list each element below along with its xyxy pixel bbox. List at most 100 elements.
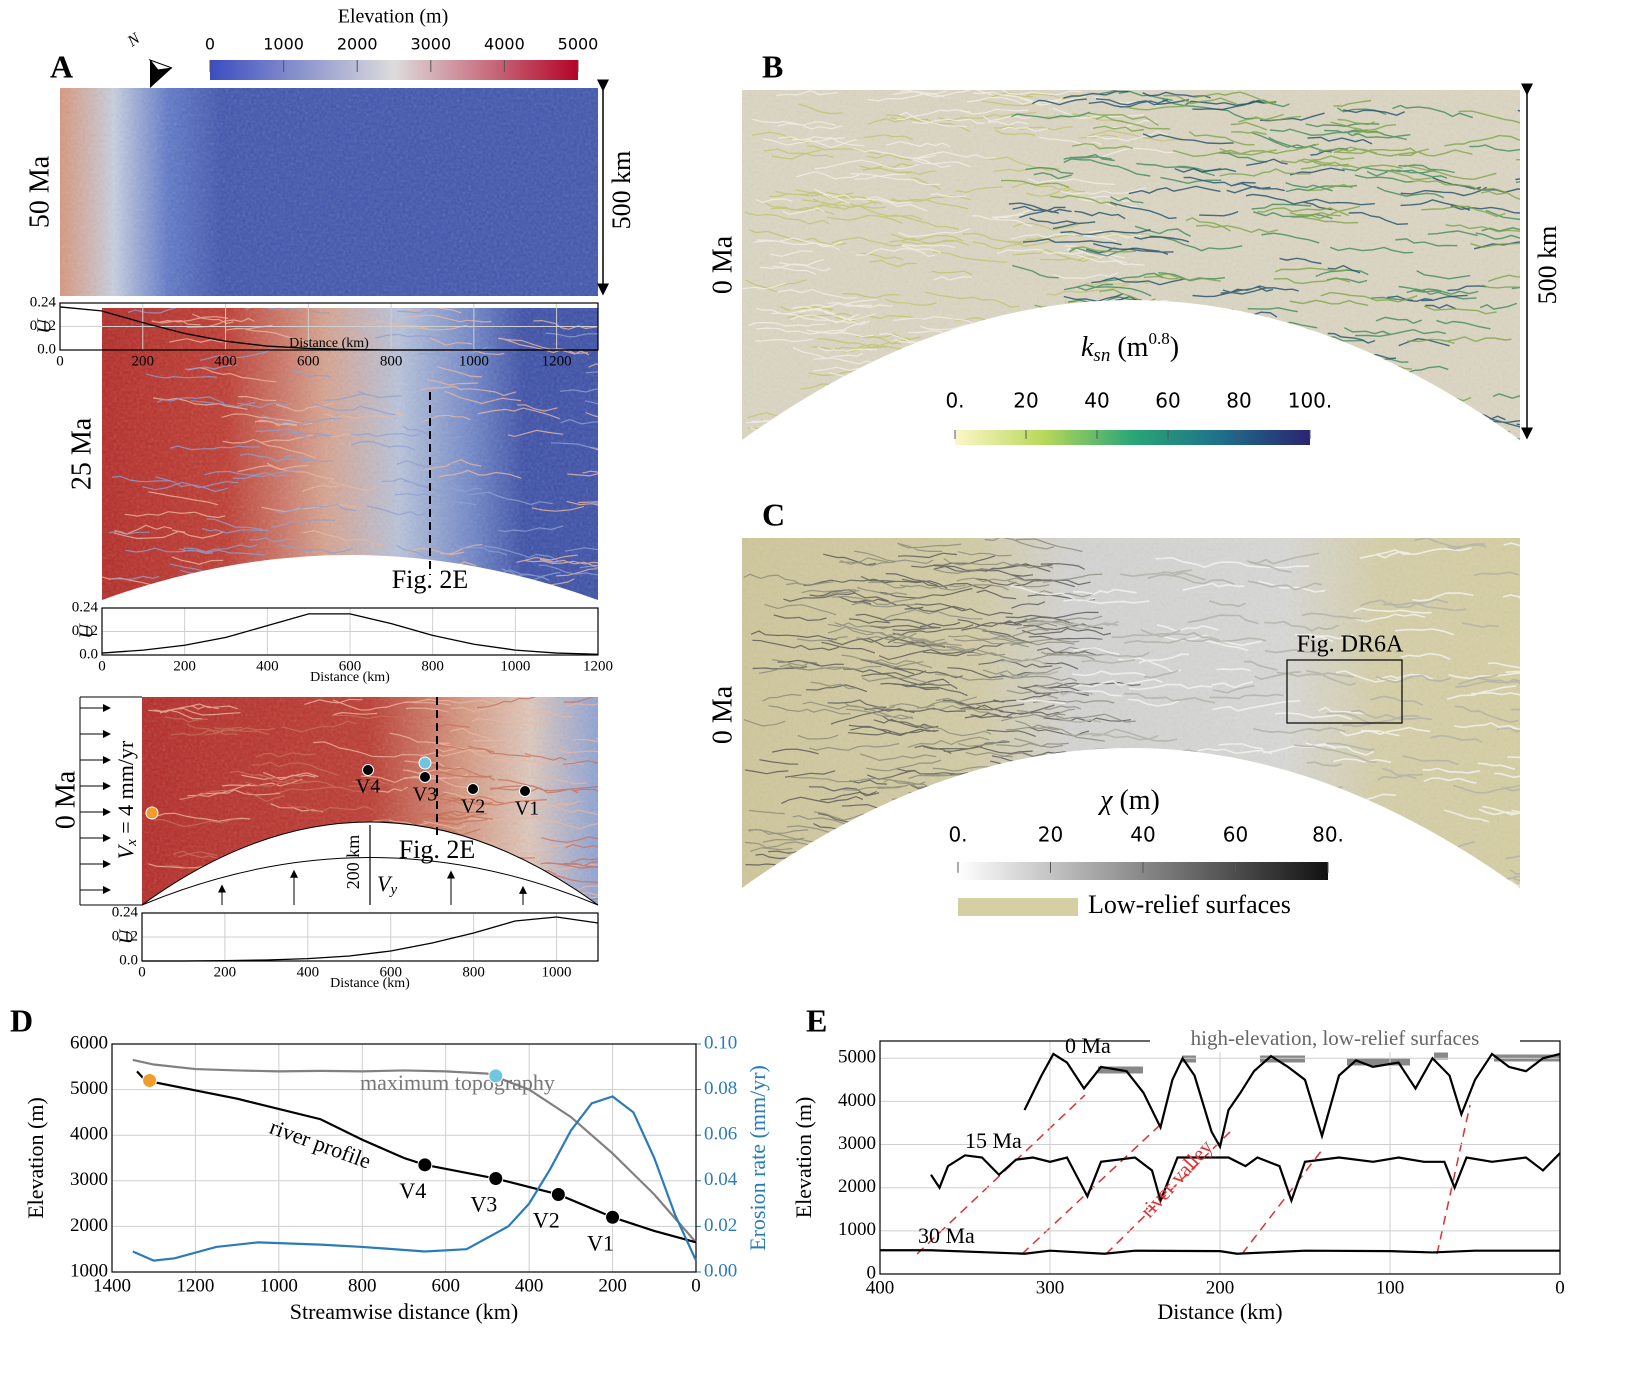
- y-tick-label: 0.12: [112, 928, 138, 944]
- legend-label: Low-relief surfaces: [1088, 890, 1291, 919]
- y-axis-label: Elevation (m): [23, 1097, 48, 1219]
- x-tick-label: 800: [421, 658, 444, 674]
- annotation-bg: [1150, 1028, 1520, 1052]
- y-tick-label: 5000: [70, 1078, 108, 1099]
- uplift-curve: [141, 821, 599, 906]
- colorbar-tick-label: 20: [1038, 823, 1063, 847]
- map-texture: [742, 90, 1520, 440]
- map-25ma: [102, 308, 598, 600]
- vx-symbol: V: [113, 843, 138, 859]
- point-label: V4: [399, 1178, 426, 1203]
- y-tick-label: 4000: [70, 1124, 108, 1145]
- colorbar-title: ksn (m0.8): [1081, 329, 1179, 366]
- plot-frame: [101, 607, 599, 656]
- line: [880, 1249, 1560, 1255]
- y2-tick-label: 0.00: [704, 1260, 737, 1281]
- y2-axis-label: Erosion rate (mm/yr): [745, 1065, 770, 1251]
- x-tick-label: 400: [256, 658, 279, 674]
- site-marker: [467, 783, 479, 795]
- colorbar-tick-label: 100.: [1288, 389, 1333, 413]
- panel-label: A: [50, 48, 73, 84]
- title-symbol: k: [1081, 332, 1094, 363]
- x-tick-label: 600: [297, 353, 320, 369]
- x-axis-label: Distance (km): [310, 670, 390, 685]
- x-tick-label: 600: [431, 1276, 460, 1297]
- colorbar-tick-label: 3000: [410, 35, 451, 54]
- annotation: high-elevation, low-relief surfaces: [1191, 1026, 1480, 1050]
- line: [132, 1095, 698, 1262]
- y-tick-label: 3000: [70, 1169, 108, 1190]
- point-label: V3: [470, 1192, 497, 1217]
- x-tick-label: 200: [214, 964, 237, 980]
- vx-sub: x: [124, 839, 140, 847]
- y2-tick-label: 0.06: [704, 1124, 737, 1145]
- scale-label: 500 km: [607, 151, 636, 230]
- site-marker: [419, 771, 431, 783]
- x-tick-label: 1000: [260, 1276, 298, 1297]
- x-tick-label: 600: [379, 964, 402, 980]
- y-axis-label: U: [34, 318, 56, 334]
- site-label: V3: [413, 784, 437, 806]
- x-tick-label: 200: [132, 353, 155, 369]
- map-age: 0 Ma: [50, 770, 81, 829]
- x-tick-label: 0: [1555, 1278, 1565, 1299]
- x-axis-label: Distance (km): [289, 336, 369, 351]
- colorbar-tick-label: 0.: [948, 823, 967, 847]
- colorbar-tick-label: 20: [1013, 389, 1038, 413]
- site-marker: [418, 756, 432, 770]
- y-tick-label: 2000: [70, 1215, 108, 1236]
- title-sup: 0.8: [1148, 329, 1169, 348]
- y-axis-label: Elevation (m): [791, 1097, 816, 1219]
- valley-line: [1436, 1104, 1471, 1255]
- x-tick-label: 1200: [542, 353, 572, 369]
- title-unit: (m: [1110, 332, 1148, 363]
- line: [59, 306, 598, 351]
- x-tick-label: 400: [297, 964, 320, 980]
- x-axis-label: Streamwise distance (km): [290, 1299, 519, 1324]
- ref-label: Fig. DR6A: [1297, 632, 1404, 658]
- vx-label: Vx = 4 mm/yr: [113, 740, 140, 859]
- y2-tick-label: 0.04: [704, 1169, 738, 1190]
- x-tick-label: 0: [98, 658, 106, 674]
- stream-network: [109, 308, 598, 600]
- map-age: 50 Ma: [24, 155, 55, 228]
- x-tick-label: 100: [1376, 1278, 1405, 1299]
- colorbar: [955, 430, 1310, 445]
- point: [488, 1068, 504, 1084]
- x-tick-label: 1000: [542, 964, 572, 980]
- point: [142, 1072, 158, 1088]
- line: [1023, 1052, 1561, 1150]
- y-tick-label: 3000: [838, 1133, 876, 1154]
- line: [132, 1058, 697, 1244]
- x-axis-label: Distance (km): [1157, 1299, 1282, 1324]
- line: [101, 613, 599, 655]
- x-tick-label: 800: [462, 964, 485, 980]
- series-label: 15 Ma: [965, 1128, 1022, 1153]
- y-axis-label: U: [76, 623, 98, 639]
- y2-tick-label: 0.02: [704, 1215, 737, 1236]
- title-unit: (m): [1112, 785, 1159, 816]
- y-tick-label: 0.24: [112, 904, 139, 920]
- point: [605, 1209, 621, 1225]
- colorbar-tick-label: 80: [1226, 389, 1251, 413]
- x-tick-label: 1200: [176, 1276, 214, 1297]
- x-tick-label: 400: [515, 1276, 544, 1297]
- y-tick-label: 1000: [838, 1219, 876, 1240]
- title-sub: sn: [1093, 345, 1110, 366]
- legend-swatch: [958, 898, 1078, 916]
- y-tick-label: 5000: [838, 1047, 876, 1068]
- colorbar-tick-label: 1000: [263, 35, 304, 54]
- map-age: 25 Ma: [66, 417, 97, 490]
- y-tick-label: 0.0: [37, 341, 56, 357]
- series-label: maximum topography: [360, 1070, 555, 1095]
- x-tick-label: 0: [56, 353, 64, 369]
- plot-frame: [111, 1043, 697, 1273]
- x-tick-label: 0: [138, 964, 146, 980]
- series-label: 0 Ma: [1065, 1033, 1111, 1058]
- map-age: 0 Ma: [707, 235, 738, 294]
- point: [417, 1157, 433, 1173]
- ref-label: Fig. 2E: [392, 565, 469, 594]
- map-texture: [102, 308, 598, 600]
- x-tick-label: 400: [214, 353, 237, 369]
- series-label: 30 Ma: [918, 1223, 975, 1248]
